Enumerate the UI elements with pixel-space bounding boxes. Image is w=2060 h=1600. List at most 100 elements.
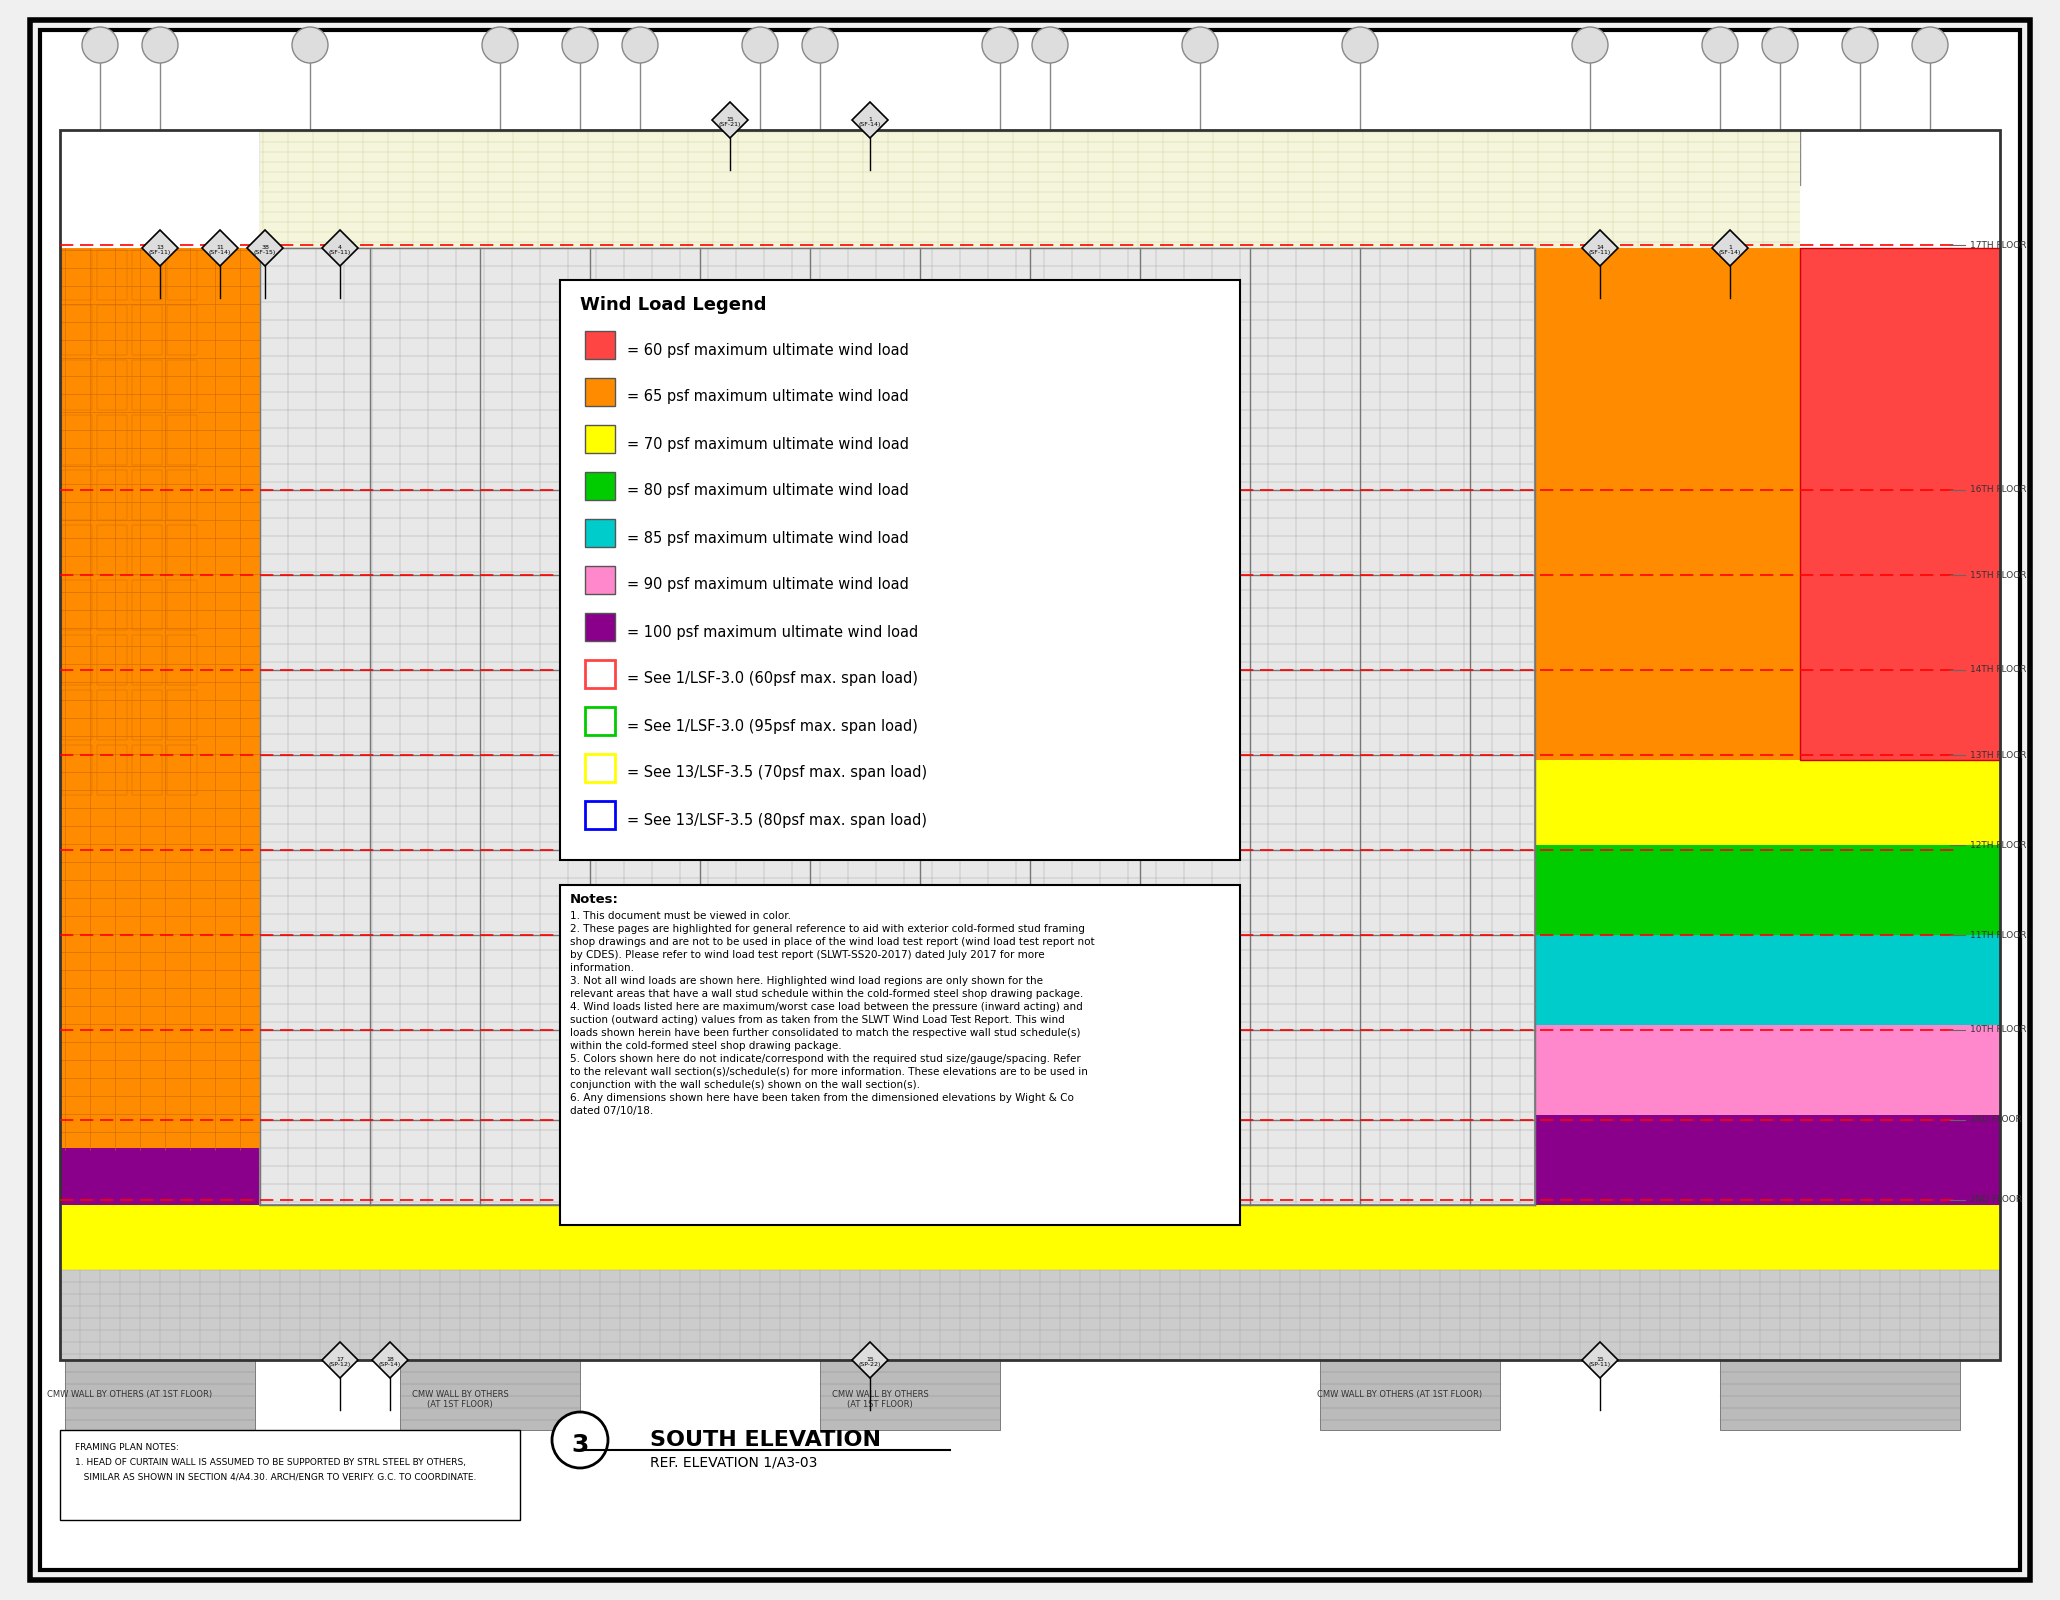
Bar	[1800, 248, 1980, 760]
Text: 15
(SP-22): 15 (SP-22)	[859, 1357, 882, 1368]
Polygon shape	[1582, 1342, 1617, 1378]
Bar	[585, 707, 616, 734]
Bar	[585, 659, 616, 688]
Circle shape	[1912, 27, 1949, 62]
Circle shape	[622, 27, 657, 62]
Bar	[60, 248, 2000, 760]
Bar	[585, 426, 616, 453]
Bar	[585, 331, 616, 358]
Bar	[97, 250, 128, 301]
Text: by CDES). Please refer to wind load test report (SLWT-SS20-2017) dated July 2017: by CDES). Please refer to wind load test…	[571, 950, 1044, 960]
Text: 3. Not all wind loads are shown here. Highlighted wind load regions are only sho: 3. Not all wind loads are shown here. Hi…	[571, 976, 1042, 986]
Bar	[97, 746, 128, 795]
Bar	[60, 1270, 2000, 1360]
Text: dated 07/10/18.: dated 07/10/18.	[571, 1106, 653, 1117]
Text: 14
(SF-11): 14 (SF-11)	[1588, 245, 1611, 256]
Circle shape	[293, 27, 328, 62]
Bar	[97, 306, 128, 355]
Text: CMW WALL BY OTHERS
(AT 1ST FLOOR): CMW WALL BY OTHERS (AT 1ST FLOOR)	[832, 1390, 929, 1410]
Bar	[62, 360, 93, 410]
Text: conjunction with the wall schedule(s) shown on the wall section(s).: conjunction with the wall schedule(s) sh…	[571, 1080, 921, 1090]
Bar	[97, 635, 128, 685]
Text: 1
(SF-14): 1 (SF-14)	[1718, 245, 1741, 256]
Bar	[167, 525, 198, 574]
Circle shape	[82, 27, 117, 62]
Bar	[62, 250, 93, 301]
Text: 15
(SP-11): 15 (SP-11)	[1588, 1357, 1611, 1368]
Text: 2ND FLOOR: 2ND FLOOR	[1969, 1195, 2023, 1205]
Bar	[60, 1205, 2000, 1270]
Bar	[62, 525, 93, 574]
Circle shape	[1702, 27, 1739, 62]
Polygon shape	[1582, 230, 1617, 266]
Text: 1. HEAD OF CURTAIN WALL IS ASSUMED TO BE SUPPORTED BY STRL STEEL BY OTHERS,: 1. HEAD OF CURTAIN WALL IS ASSUMED TO BE…	[74, 1458, 466, 1467]
Polygon shape	[713, 102, 748, 138]
Bar	[132, 360, 163, 410]
Bar	[60, 845, 2000, 934]
Bar	[1800, 248, 2000, 760]
Circle shape	[562, 27, 597, 62]
Text: 17
(SP-12): 17 (SP-12)	[330, 1357, 350, 1368]
Bar	[62, 414, 93, 466]
Text: 4. Wind loads listed here are maximum/worst case load between the pressure (inwa: 4. Wind loads listed here are maximum/wo…	[571, 1002, 1084, 1013]
Circle shape	[801, 27, 838, 62]
Circle shape	[1842, 27, 1879, 62]
Text: CMW WALL BY OTHERS
(AT 1ST FLOOR): CMW WALL BY OTHERS (AT 1ST FLOOR)	[412, 1390, 509, 1410]
Text: Wind Load Legend: Wind Load Legend	[581, 296, 766, 314]
Circle shape	[142, 27, 177, 62]
Bar	[97, 525, 128, 574]
Text: = See 1/LSF-3.0 (95psf max. span load): = See 1/LSF-3.0 (95psf max. span load)	[626, 718, 919, 733]
Text: = 100 psf maximum ultimate wind load: = 100 psf maximum ultimate wind load	[626, 624, 919, 640]
Circle shape	[1761, 27, 1798, 62]
Polygon shape	[202, 230, 239, 266]
Text: 15TH FLOOR: 15TH FLOOR	[1969, 571, 2027, 579]
Bar	[97, 690, 128, 739]
Circle shape	[552, 1411, 608, 1469]
Bar	[585, 613, 616, 642]
Text: = 70 psf maximum ultimate wind load: = 70 psf maximum ultimate wind load	[626, 437, 908, 451]
Bar	[60, 248, 260, 760]
Bar	[62, 306, 93, 355]
Bar	[1720, 1360, 1959, 1430]
Text: 18
(SP-14): 18 (SP-14)	[379, 1357, 402, 1368]
Bar	[97, 470, 128, 520]
Text: SOUTH ELEVATION: SOUTH ELEVATION	[651, 1430, 882, 1450]
Text: = 60 psf maximum ultimate wind load: = 60 psf maximum ultimate wind load	[626, 342, 908, 357]
Text: 3RD FLOOR: 3RD FLOOR	[1969, 1115, 2021, 1125]
Bar	[60, 1026, 2000, 1115]
Bar	[260, 130, 1800, 186]
Bar	[60, 1115, 2000, 1205]
Bar	[167, 360, 198, 410]
Text: CMW WALL BY OTHERS (AT 1ST FLOOR): CMW WALL BY OTHERS (AT 1ST FLOOR)	[47, 1390, 212, 1398]
Bar	[66, 1360, 255, 1430]
Text: 11
(SF-14): 11 (SF-14)	[208, 245, 231, 256]
Bar	[585, 518, 616, 547]
Bar	[167, 579, 198, 630]
Bar	[167, 250, 198, 301]
Text: 1
(SF-14): 1 (SF-14)	[859, 117, 882, 128]
Text: 13
(SF-11): 13 (SF-11)	[148, 245, 171, 256]
Text: REF. ELEVATION 1/A3-03: REF. ELEVATION 1/A3-03	[651, 1456, 818, 1470]
Bar	[260, 130, 1800, 248]
Text: to the relevant wall section(s)/schedule(s) for more information. These elevatio: to the relevant wall section(s)/schedule…	[571, 1067, 1088, 1077]
Text: suction (outward acting) values from as taken from the SLWT Wind Load Test Repor: suction (outward acting) values from as …	[571, 1014, 1065, 1026]
Bar	[60, 934, 2000, 1026]
Text: 6. Any dimensions shown here have been taken from the dimensioned elevations by : 6. Any dimensions shown here have been t…	[571, 1093, 1073, 1102]
Bar	[260, 248, 1535, 1205]
Circle shape	[1032, 27, 1067, 62]
Bar	[97, 579, 128, 630]
Bar	[62, 579, 93, 630]
Bar	[132, 470, 163, 520]
Bar	[60, 1430, 519, 1520]
Text: loads shown herein have been further consolidated to match the respective wall s: loads shown herein have been further con…	[571, 1029, 1082, 1038]
Bar	[167, 306, 198, 355]
Text: = See 13/LSF-3.5 (70psf max. span load): = See 13/LSF-3.5 (70psf max. span load)	[626, 765, 927, 781]
Bar	[260, 186, 1531, 248]
Bar	[132, 525, 163, 574]
Text: 5. Colors shown here do not indicate/correspond with the required stud size/gaug: 5. Colors shown here do not indicate/cor…	[571, 1054, 1082, 1064]
Text: CMW WALL BY OTHERS (AT 1ST FLOOR): CMW WALL BY OTHERS (AT 1ST FLOOR)	[1318, 1390, 1483, 1398]
Text: 16TH FLOOR: 16TH FLOOR	[1969, 485, 2027, 494]
Text: 13TH FLOOR: 13TH FLOOR	[1969, 750, 2027, 760]
Text: 14TH FLOOR: 14TH FLOOR	[1969, 666, 2027, 675]
Polygon shape	[853, 102, 888, 138]
